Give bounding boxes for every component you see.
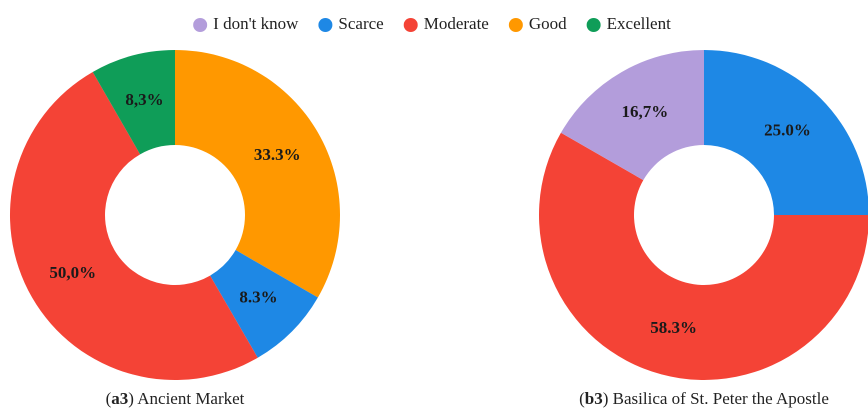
donut-slice	[704, 50, 868, 215]
caption-title: Basilica of St. Peter the Apostle	[613, 389, 829, 408]
legend-swatch	[193, 18, 208, 32]
caption-label: b3	[585, 389, 603, 408]
value-label: 8,3%	[125, 90, 163, 109]
legend-swatch	[586, 18, 601, 32]
legend-label: Moderate	[424, 14, 489, 33]
value-label: 33.3%	[254, 145, 301, 164]
donut-slice	[175, 50, 340, 298]
donut-slice	[210, 250, 318, 358]
donut-chart: 25.0% 58.3% 16,7% (b3) Basilica of St. Pete…	[539, 49, 868, 408]
legend-swatch	[508, 18, 523, 32]
chart-caption: (a3) Ancient Market	[106, 389, 245, 408]
donut-slice	[92, 50, 175, 155]
caption-label: a3	[111, 389, 128, 408]
donut-slice	[539, 132, 868, 380]
legend-label: Good	[529, 14, 567, 33]
legend: I don't know Scarce Moderate Good Excellent	[193, 14, 671, 33]
legend-swatch	[403, 18, 418, 32]
donut-slice	[9, 71, 258, 381]
legend-label: I don't know	[213, 14, 299, 33]
value-label: 50,0%	[49, 263, 96, 282]
legend-label: Scarce	[338, 14, 383, 33]
donut-slice	[560, 49, 704, 181]
value-label: 58.3%	[650, 318, 697, 337]
legend-label: Excellent	[607, 14, 671, 33]
caption-title: Ancient Market	[137, 389, 244, 408]
chart-caption: (b3) Basilica of St. Peter the Apostle	[579, 389, 829, 408]
donut-chart: 33.3% 8.3% 50,0% 8,3% (a3) Ancient Market	[9, 50, 340, 408]
value-label: 8.3%	[239, 287, 277, 306]
value-label: 25.0%	[764, 120, 811, 139]
value-label: 16,7%	[622, 102, 669, 121]
legend-swatch	[318, 18, 333, 32]
